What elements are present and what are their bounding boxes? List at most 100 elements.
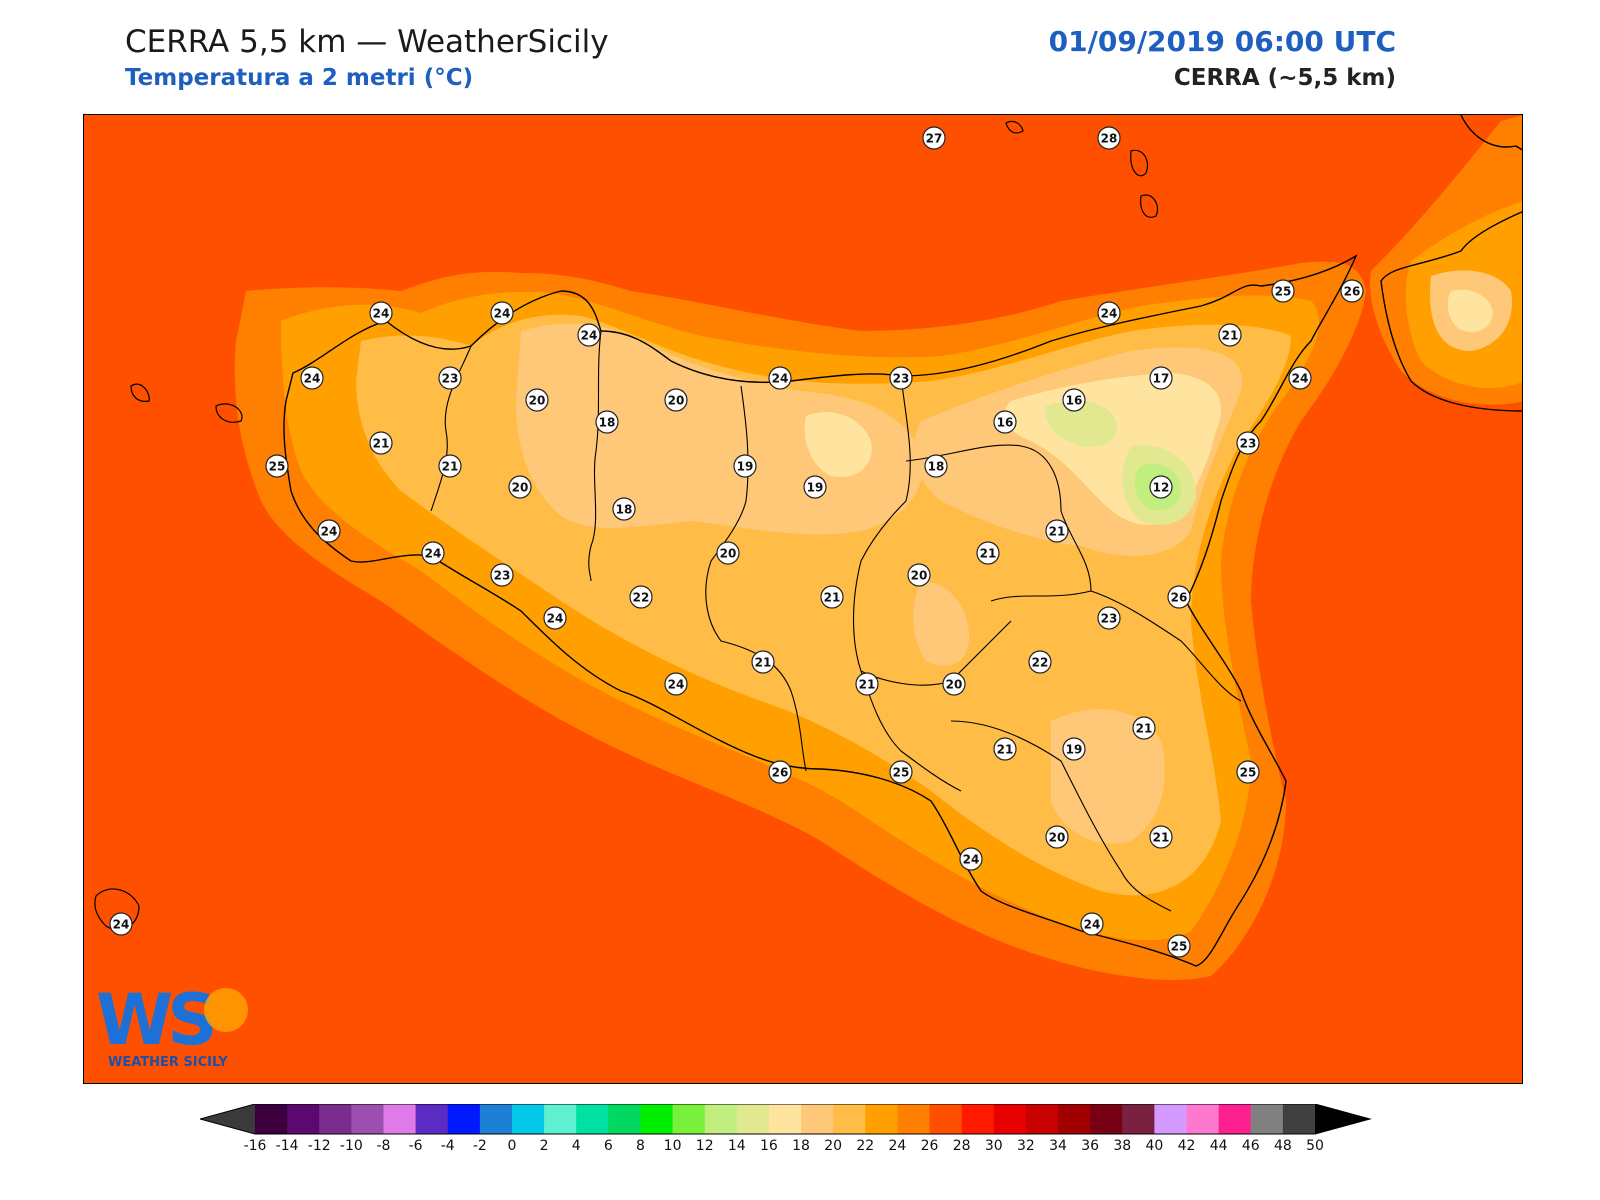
station-temperature: 21 <box>442 460 459 474</box>
colorbar-over-arrow <box>1315 1104 1370 1134</box>
colorbar-swatch <box>479 1104 513 1134</box>
colorbar-swatch <box>1058 1104 1091 1134</box>
station-temperature: 23 <box>893 372 910 386</box>
colorbar-swatch <box>1090 1104 1123 1134</box>
station-circle <box>1271 279 1295 303</box>
colorbar-tick-label: 46 <box>1242 1138 1260 1154</box>
colorbar-swatch <box>319 1104 352 1134</box>
colorbar-swatch <box>1122 1104 1155 1134</box>
station-temperature: 18 <box>616 503 633 517</box>
station-marker: 17 <box>1149 366 1173 390</box>
colorbar-swatch <box>1186 1104 1220 1134</box>
station-marker: 22 <box>629 585 653 609</box>
station-marker: 19 <box>803 475 827 499</box>
colorbar-tick-label: -10 <box>340 1138 363 1154</box>
station-circle <box>1097 126 1121 150</box>
colorbar-swatch <box>1218 1104 1252 1134</box>
field-calabria-peak <box>1447 289 1493 333</box>
colorbar-tick-label: 22 <box>856 1138 874 1154</box>
station-temperature: 24 <box>668 678 685 692</box>
station-temperature: 21 <box>997 743 1014 757</box>
colorbar-swatch <box>608 1104 641 1134</box>
station-circle <box>1218 323 1242 347</box>
colorbar-swatch <box>801 1104 834 1134</box>
station-marker: 24 <box>577 323 601 347</box>
colorbar-swatch <box>1282 1104 1316 1134</box>
colorbar-tick-label: -12 <box>308 1138 331 1154</box>
station-circle <box>1062 388 1086 412</box>
station-temperature: 22 <box>633 591 650 605</box>
station-temperature: 24 <box>321 525 338 539</box>
station-circle <box>543 606 567 630</box>
colorbar-swatch <box>544 1104 577 1134</box>
station-temperature: 20 <box>911 569 928 583</box>
station-circle <box>369 301 393 325</box>
station-marker: 23 <box>490 563 514 587</box>
station-circle <box>1028 650 1052 674</box>
egadi-islands <box>130 383 243 423</box>
station-temperature: 23 <box>442 372 459 386</box>
station-circle <box>490 563 514 587</box>
station-circle <box>907 563 931 587</box>
station-temperature: 24 <box>1101 307 1118 321</box>
station-temperature: 12 <box>1153 481 1170 495</box>
colorbar-tick-label: 14 <box>728 1138 746 1154</box>
station-circle <box>265 454 289 478</box>
station-temperature: 21 <box>1136 722 1153 736</box>
station-circle <box>490 301 514 325</box>
colorbar-tick-label: 20 <box>824 1138 842 1154</box>
station-temperature: 23 <box>1240 437 1257 451</box>
colorbar-tick-label: 26 <box>921 1138 939 1154</box>
colorbar-swatch <box>255 1104 288 1134</box>
station-marker: 20 <box>716 541 740 565</box>
logo-text: WEATHER SICILY <box>108 1055 228 1070</box>
station-circle <box>1045 825 1069 849</box>
colorbar-frame <box>198 1103 1372 1135</box>
colorbar-tick-label: -16 <box>244 1138 267 1154</box>
station-markers: 27 28 24 24 24 24 23 20 20 18 21 21 25 20 18 24 24 23 22 24… <box>109 126 1364 958</box>
station-temperature: 25 <box>893 766 910 780</box>
station-temperature: 26 <box>772 766 789 780</box>
station-temperature: 21 <box>1049 525 1066 539</box>
station-circle <box>1288 366 1312 390</box>
station-circle <box>751 650 775 674</box>
station-marker: 23 <box>1097 606 1121 630</box>
station-temperature: 20 <box>720 547 737 561</box>
station-circle <box>1132 716 1156 740</box>
station-marker: 24 <box>369 301 393 325</box>
station-circle <box>612 497 636 521</box>
colorbar-swatch <box>351 1104 384 1134</box>
station-marker: 20 <box>525 388 549 412</box>
colorbar-swatch <box>736 1104 770 1134</box>
colorbar-swatch <box>415 1104 449 1134</box>
station-marker: 24 <box>1288 366 1312 390</box>
station-temperature: 20 <box>529 394 546 408</box>
colorbar-tick-label: 2 <box>540 1138 549 1154</box>
colorbar-tick-label: 48 <box>1274 1138 1292 1154</box>
station-circle <box>1097 301 1121 325</box>
colorbar-swatch <box>672 1104 706 1134</box>
colorbar-tick-label: 36 <box>1081 1138 1099 1154</box>
station-marker: 21 <box>751 650 775 674</box>
station-circle <box>1167 934 1191 958</box>
station-marker: 23 <box>889 366 913 390</box>
station-marker: 18 <box>612 497 636 521</box>
station-marker: 21 <box>1132 716 1156 740</box>
station-marker: 24 <box>1097 301 1121 325</box>
station-temperature: 20 <box>1049 831 1066 845</box>
station-temperature: 24 <box>581 329 598 343</box>
colorbar-tick-label: 12 <box>696 1138 714 1154</box>
colorbar-swatch <box>511 1104 545 1134</box>
station-temperature: 21 <box>755 656 772 670</box>
colorbar-swatch <box>768 1104 802 1134</box>
station-circle <box>993 410 1017 434</box>
station-circle <box>438 454 462 478</box>
station-marker: 21 <box>993 737 1017 761</box>
station-circle <box>820 585 844 609</box>
station-marker: 24 <box>959 847 983 871</box>
station-circle <box>629 585 653 609</box>
model-label: CERRA (~5,5 km) <box>1173 65 1396 91</box>
calabria-coastline <box>1380 115 1522 412</box>
colorbar-swatch <box>576 1104 609 1134</box>
sicily-coastline <box>283 254 1358 967</box>
